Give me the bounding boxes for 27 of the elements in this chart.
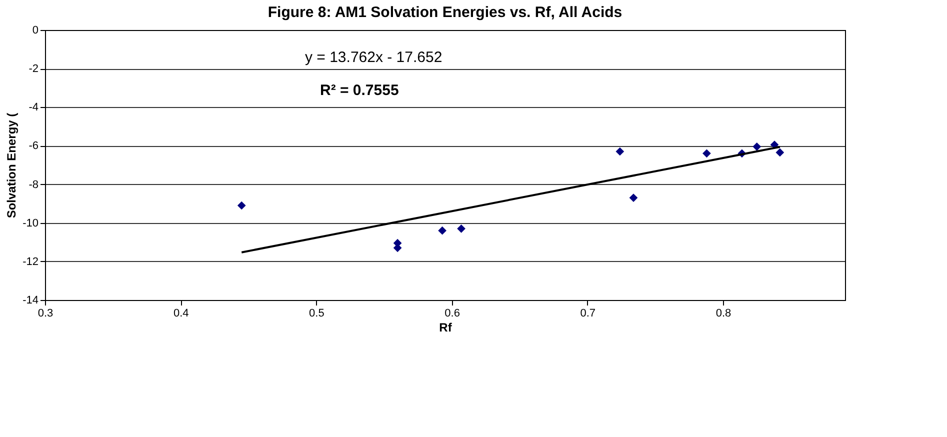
x-tick-label: 0.7: [580, 308, 596, 320]
point: [702, 149, 711, 158]
point: [776, 148, 784, 157]
point: [457, 224, 466, 233]
y-tick-label: -2: [28, 63, 38, 76]
annotation: R² = 0.7555: [320, 82, 399, 99]
x-tick-label: 0.8: [716, 308, 732, 320]
y-tick-label: -12: [22, 256, 38, 268]
annotation: y = 13.762x - 17.652: [305, 49, 442, 66]
point: [438, 226, 446, 235]
x-tick-label: 0.4: [173, 308, 189, 320]
x-tick-label: 0.3: [38, 308, 54, 320]
y-tick-label: 0: [32, 24, 38, 36]
x-axis-title: Rf: [439, 320, 453, 334]
point: [629, 194, 638, 202]
point: [752, 142, 762, 151]
x-tick-label: 0.5: [309, 308, 324, 320]
point: [237, 201, 246, 210]
y-tick-label: -14: [22, 294, 38, 306]
y-axis-title: Solvation Energy (: [4, 112, 19, 218]
y-tick-label: -6: [28, 140, 38, 152]
y-tick-label: -8: [28, 178, 38, 191]
point: [616, 147, 624, 156]
chart-title: Figure 8: AM1 Solvation Energies vs. Rf, All Acids: [268, 4, 622, 21]
y-tick-label: -10: [22, 217, 38, 230]
x-tick-label: 0.6: [444, 308, 460, 320]
y-tick-label: -4: [28, 102, 38, 114]
